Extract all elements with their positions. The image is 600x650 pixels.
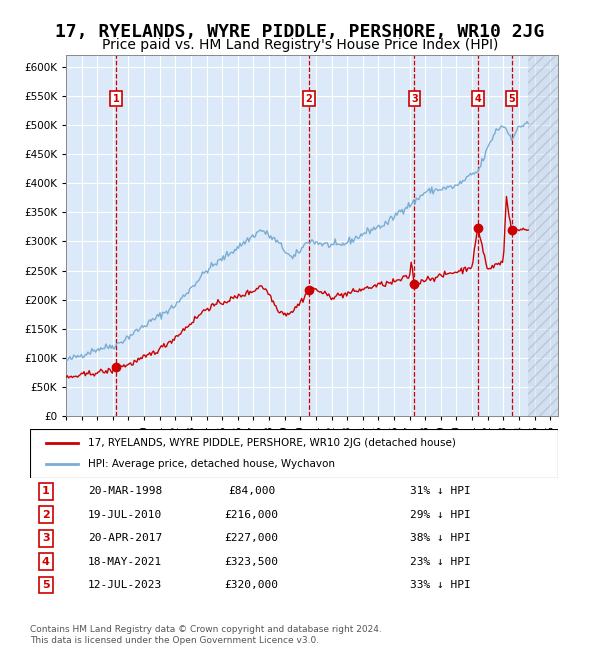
Text: 3: 3 <box>42 533 50 543</box>
Text: £320,000: £320,000 <box>225 580 279 590</box>
FancyBboxPatch shape <box>30 429 558 478</box>
Text: £216,000: £216,000 <box>225 510 279 520</box>
Text: 29% ↓ HPI: 29% ↓ HPI <box>410 510 471 520</box>
Text: 17, RYELANDS, WYRE PIDDLE, PERSHORE, WR10 2JG (detached house): 17, RYELANDS, WYRE PIDDLE, PERSHORE, WR1… <box>88 437 456 448</box>
Text: 20-APR-2017: 20-APR-2017 <box>88 533 162 543</box>
Text: £84,000: £84,000 <box>228 486 275 497</box>
Text: 4: 4 <box>475 94 481 103</box>
Text: 5: 5 <box>42 580 50 590</box>
Text: £323,500: £323,500 <box>225 556 279 567</box>
Text: 12-JUL-2023: 12-JUL-2023 <box>88 580 162 590</box>
Text: 3: 3 <box>411 94 418 103</box>
Text: £227,000: £227,000 <box>225 533 279 543</box>
Text: 18-MAY-2021: 18-MAY-2021 <box>88 556 162 567</box>
Text: 2: 2 <box>305 94 312 103</box>
Text: 23% ↓ HPI: 23% ↓ HPI <box>410 556 471 567</box>
Text: 38% ↓ HPI: 38% ↓ HPI <box>410 533 471 543</box>
Text: 2: 2 <box>42 510 50 520</box>
Text: 17, RYELANDS, WYRE PIDDLE, PERSHORE, WR10 2JG: 17, RYELANDS, WYRE PIDDLE, PERSHORE, WR1… <box>55 23 545 41</box>
Text: HPI: Average price, detached house, Wychavon: HPI: Average price, detached house, Wych… <box>88 459 335 469</box>
Text: 5: 5 <box>508 94 515 103</box>
Text: Price paid vs. HM Land Registry's House Price Index (HPI): Price paid vs. HM Land Registry's House … <box>102 38 498 52</box>
Text: 20-MAR-1998: 20-MAR-1998 <box>88 486 162 497</box>
Text: Contains HM Land Registry data © Crown copyright and database right 2024.
This d: Contains HM Land Registry data © Crown c… <box>30 625 382 645</box>
Text: 1: 1 <box>42 486 50 497</box>
Text: 4: 4 <box>42 556 50 567</box>
Text: 1: 1 <box>113 94 119 103</box>
Bar <box>529 55 558 416</box>
Text: 33% ↓ HPI: 33% ↓ HPI <box>410 580 471 590</box>
Text: 31% ↓ HPI: 31% ↓ HPI <box>410 486 471 497</box>
Text: 19-JUL-2010: 19-JUL-2010 <box>88 510 162 520</box>
